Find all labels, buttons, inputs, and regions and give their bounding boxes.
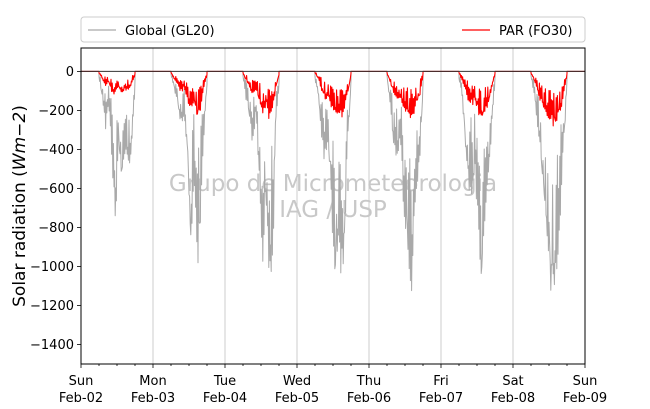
x-tick-date: Feb-02 bbox=[59, 391, 103, 406]
y-tick-label: −1000 bbox=[30, 260, 74, 275]
x-tick-day: Sun bbox=[69, 374, 94, 389]
legend-frame bbox=[80, 16, 586, 43]
x-tick-day: Sat bbox=[502, 374, 523, 389]
y-tick-label: −400 bbox=[38, 143, 74, 158]
series-line-global bbox=[81, 70, 585, 292]
y-tick-label: −600 bbox=[38, 182, 74, 197]
x-tick-date: Feb-04 bbox=[203, 391, 247, 406]
series-line-par bbox=[81, 70, 585, 127]
legend-label-par: PAR (FO30) bbox=[499, 24, 572, 39]
x-axis: Sun Feb-02 Mon Feb-03 Tue Feb-04 Wed Feb-05 Thu F… bbox=[59, 364, 607, 406]
y-axis-label: Solar radiation (Wm−2) bbox=[10, 105, 30, 307]
x-tick-date: Feb-09 bbox=[563, 391, 607, 406]
y-axis-label-suffix: ) bbox=[10, 105, 30, 112]
x-tick-day: Tue bbox=[213, 374, 236, 389]
y-tick-label: −800 bbox=[38, 221, 74, 236]
x-tick-day: Sun bbox=[573, 374, 598, 389]
legend-label-global: Global (GL20) bbox=[125, 24, 215, 39]
y-axis-label-unit: Wm−2 bbox=[10, 112, 30, 170]
x-tick-date: Feb-05 bbox=[275, 391, 319, 406]
y-tick-label: −1400 bbox=[30, 338, 74, 353]
x-tick-date: Feb-06 bbox=[347, 391, 391, 406]
y-axis-label-prefix: Solar radiation ( bbox=[10, 170, 30, 307]
y-axis: 0 −200 −400 −600 −800 −1000 −1200 −1400 bbox=[30, 65, 81, 353]
x-tick-date: Feb-08 bbox=[491, 391, 535, 406]
x-tick-date: Feb-03 bbox=[131, 391, 175, 406]
y-tick-label: 0 bbox=[66, 65, 74, 80]
x-tick-day: Thu bbox=[356, 374, 381, 389]
x-tick-day: Wed bbox=[283, 374, 311, 389]
y-tick-label: −1200 bbox=[30, 299, 74, 314]
x-tick-day: Fri bbox=[433, 374, 449, 389]
y-tick-label: −200 bbox=[38, 104, 74, 119]
x-tick-date: Feb-07 bbox=[419, 391, 463, 406]
x-tick-day: Mon bbox=[139, 374, 166, 389]
series-layer bbox=[81, 70, 585, 292]
legend: Global (GL20) PAR (FO30) bbox=[80, 16, 586, 43]
plot-frame bbox=[80, 47, 586, 365]
vertical-grid bbox=[152, 48, 514, 364]
